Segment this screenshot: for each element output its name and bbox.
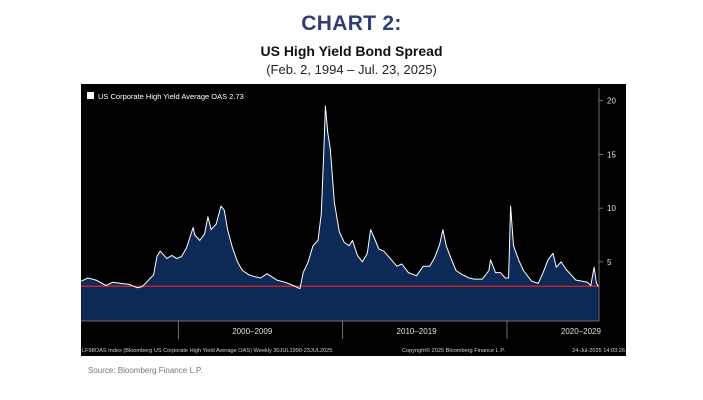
chart-panel: 5 10 15 20 2000–2009 2010–2019 2020–2029 US C… [81,84,626,356]
chart-title: US High Yield Bond Spread [260,43,443,59]
source-note: Source: Bloomberg Finance L.P. [88,366,203,375]
spread-area [81,106,599,321]
legend: US Corporate High Yield Average OAS 2.73 [83,87,244,104]
chart-number: CHART 2: [301,12,402,35]
spread-line [81,105,599,290]
legend-background [83,87,235,104]
x-tick-label: 2020–2029 [561,327,602,336]
legend-entry: US Corporate High Yield Average OAS 2.73 [98,92,244,101]
x-tick-label: 2000–2009 [232,327,273,336]
x-axis-labels: 2000–2009 2010–2019 2020–2029 [232,327,601,336]
chart-date-range: (Feb. 2, 1994 – Jul. 23, 2025) [266,62,437,77]
y-tick-label: 5 [607,258,612,267]
footer-index-description: LF98OAS Index (Bloomberg US Corporate Hi… [82,348,332,354]
y-tick-label: 15 [607,150,616,159]
y-tick-label: 20 [607,97,616,106]
y-tick-label: 10 [607,204,616,213]
footer-timestamp: 24-Jul-2025 14:03:26 [572,348,625,354]
decade-dividers [177,321,508,339]
area-layer [81,105,599,322]
footer-copyright: Copyright© 2025 Bloomberg Finance L.P. [402,347,505,354]
x-tick-label: 2010–2019 [397,327,438,336]
chart-footer: LF98OAS Index (Bloomberg US Corporate Hi… [82,347,625,354]
spread-chart: 5 10 15 20 2000–2009 2010–2019 2020–2029 US C… [81,87,625,354]
legend-swatch [87,92,94,99]
y-axis: 5 10 15 20 [598,88,616,321]
